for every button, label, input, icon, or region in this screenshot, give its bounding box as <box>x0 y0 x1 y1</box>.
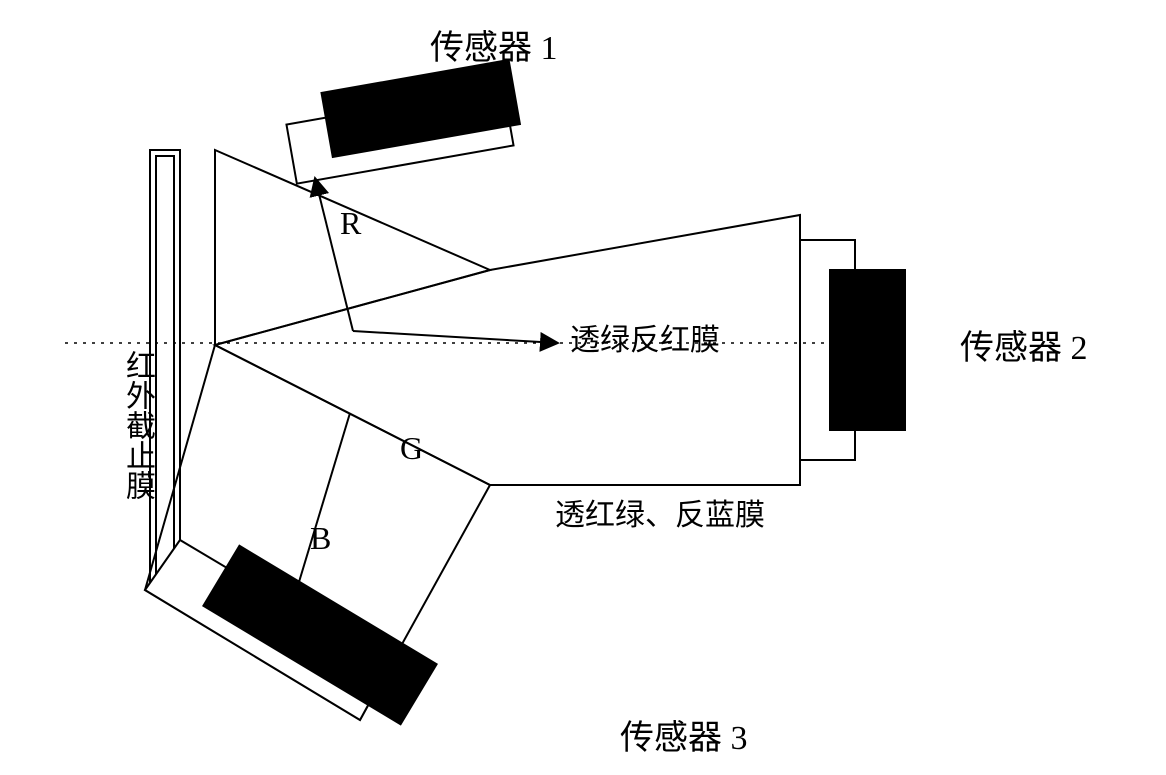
label-green-pass-red-reflect: 透绿反红膜 <box>570 315 720 359</box>
label-R: R <box>340 205 361 242</box>
label-B: B <box>310 520 331 557</box>
label-sensor-1: 传感器 1 <box>430 20 558 69</box>
sensor-2 <box>800 240 905 460</box>
label-rg-pass-blue-reflect: 透红绿、反蓝膜 <box>555 490 765 534</box>
label-sensor-2: 传感器 2 <box>960 320 1088 369</box>
label-ir-cut-film: 红外截止膜 <box>115 350 159 500</box>
label-G: G <box>400 430 423 467</box>
sensor-1 <box>286 60 519 184</box>
diagram-stage: 传感器 1 传感器 2 传感器 3 红外截止膜 透绿反红膜 透红绿、反蓝膜 R … <box>0 0 1166 775</box>
sensor-3 <box>145 540 437 724</box>
label-sensor-3: 传感器 3 <box>620 710 748 759</box>
diagram-svg <box>0 0 1166 775</box>
